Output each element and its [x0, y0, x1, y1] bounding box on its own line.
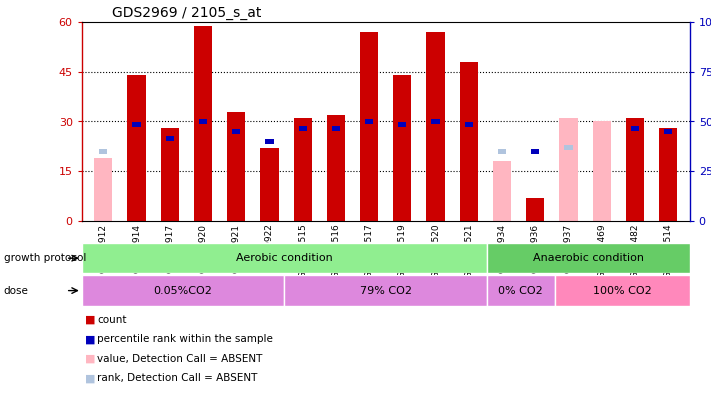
- Bar: [659, 128, 677, 221]
- Text: count: count: [97, 315, 127, 325]
- Bar: [232, 129, 240, 134]
- Bar: [327, 115, 345, 221]
- Text: 79% CO2: 79% CO2: [360, 286, 412, 296]
- Text: ■: ■: [85, 335, 96, 344]
- Bar: [82, 243, 487, 273]
- Bar: [626, 118, 644, 221]
- Bar: [498, 149, 506, 154]
- Bar: [299, 126, 306, 130]
- Bar: [393, 75, 412, 221]
- Bar: [161, 128, 179, 221]
- Bar: [95, 158, 112, 221]
- Bar: [332, 126, 340, 130]
- Bar: [526, 198, 545, 221]
- Text: dose: dose: [4, 286, 28, 296]
- Bar: [132, 122, 141, 127]
- Bar: [565, 145, 572, 150]
- Text: ■: ■: [85, 315, 96, 325]
- Bar: [487, 275, 555, 306]
- Bar: [365, 119, 373, 124]
- Bar: [227, 111, 245, 221]
- Text: GDS2969 / 2105_s_at: GDS2969 / 2105_s_at: [112, 6, 262, 20]
- Bar: [194, 26, 212, 221]
- Text: value, Detection Call = ABSENT: value, Detection Call = ABSENT: [97, 354, 263, 364]
- Bar: [487, 243, 690, 273]
- Bar: [284, 275, 487, 306]
- Bar: [360, 32, 378, 221]
- Text: 100% CO2: 100% CO2: [593, 286, 651, 296]
- Text: percentile rank within the sample: percentile rank within the sample: [97, 335, 273, 344]
- Text: 0.05%CO2: 0.05%CO2: [154, 286, 213, 296]
- Bar: [398, 122, 407, 127]
- Text: rank, Detection Call = ABSENT: rank, Detection Call = ABSENT: [97, 373, 258, 383]
- Bar: [592, 122, 611, 221]
- Text: 0% CO2: 0% CO2: [498, 286, 543, 296]
- Bar: [531, 149, 540, 154]
- Bar: [427, 32, 444, 221]
- Bar: [265, 139, 274, 144]
- Bar: [82, 275, 284, 306]
- Bar: [166, 136, 174, 141]
- Bar: [631, 126, 639, 130]
- Bar: [127, 75, 146, 221]
- Bar: [294, 118, 312, 221]
- Bar: [459, 62, 478, 221]
- Bar: [432, 119, 439, 124]
- Text: Anaerobic condition: Anaerobic condition: [533, 253, 644, 263]
- Bar: [555, 275, 690, 306]
- Text: ■: ■: [85, 373, 96, 383]
- Bar: [199, 119, 207, 124]
- Bar: [560, 118, 577, 221]
- Bar: [100, 149, 107, 154]
- Bar: [260, 148, 279, 221]
- Text: ■: ■: [85, 354, 96, 364]
- Bar: [664, 129, 672, 134]
- Bar: [493, 161, 511, 221]
- Text: Aerobic condition: Aerobic condition: [236, 253, 333, 263]
- Text: growth protocol: growth protocol: [4, 253, 86, 263]
- Bar: [465, 122, 473, 127]
